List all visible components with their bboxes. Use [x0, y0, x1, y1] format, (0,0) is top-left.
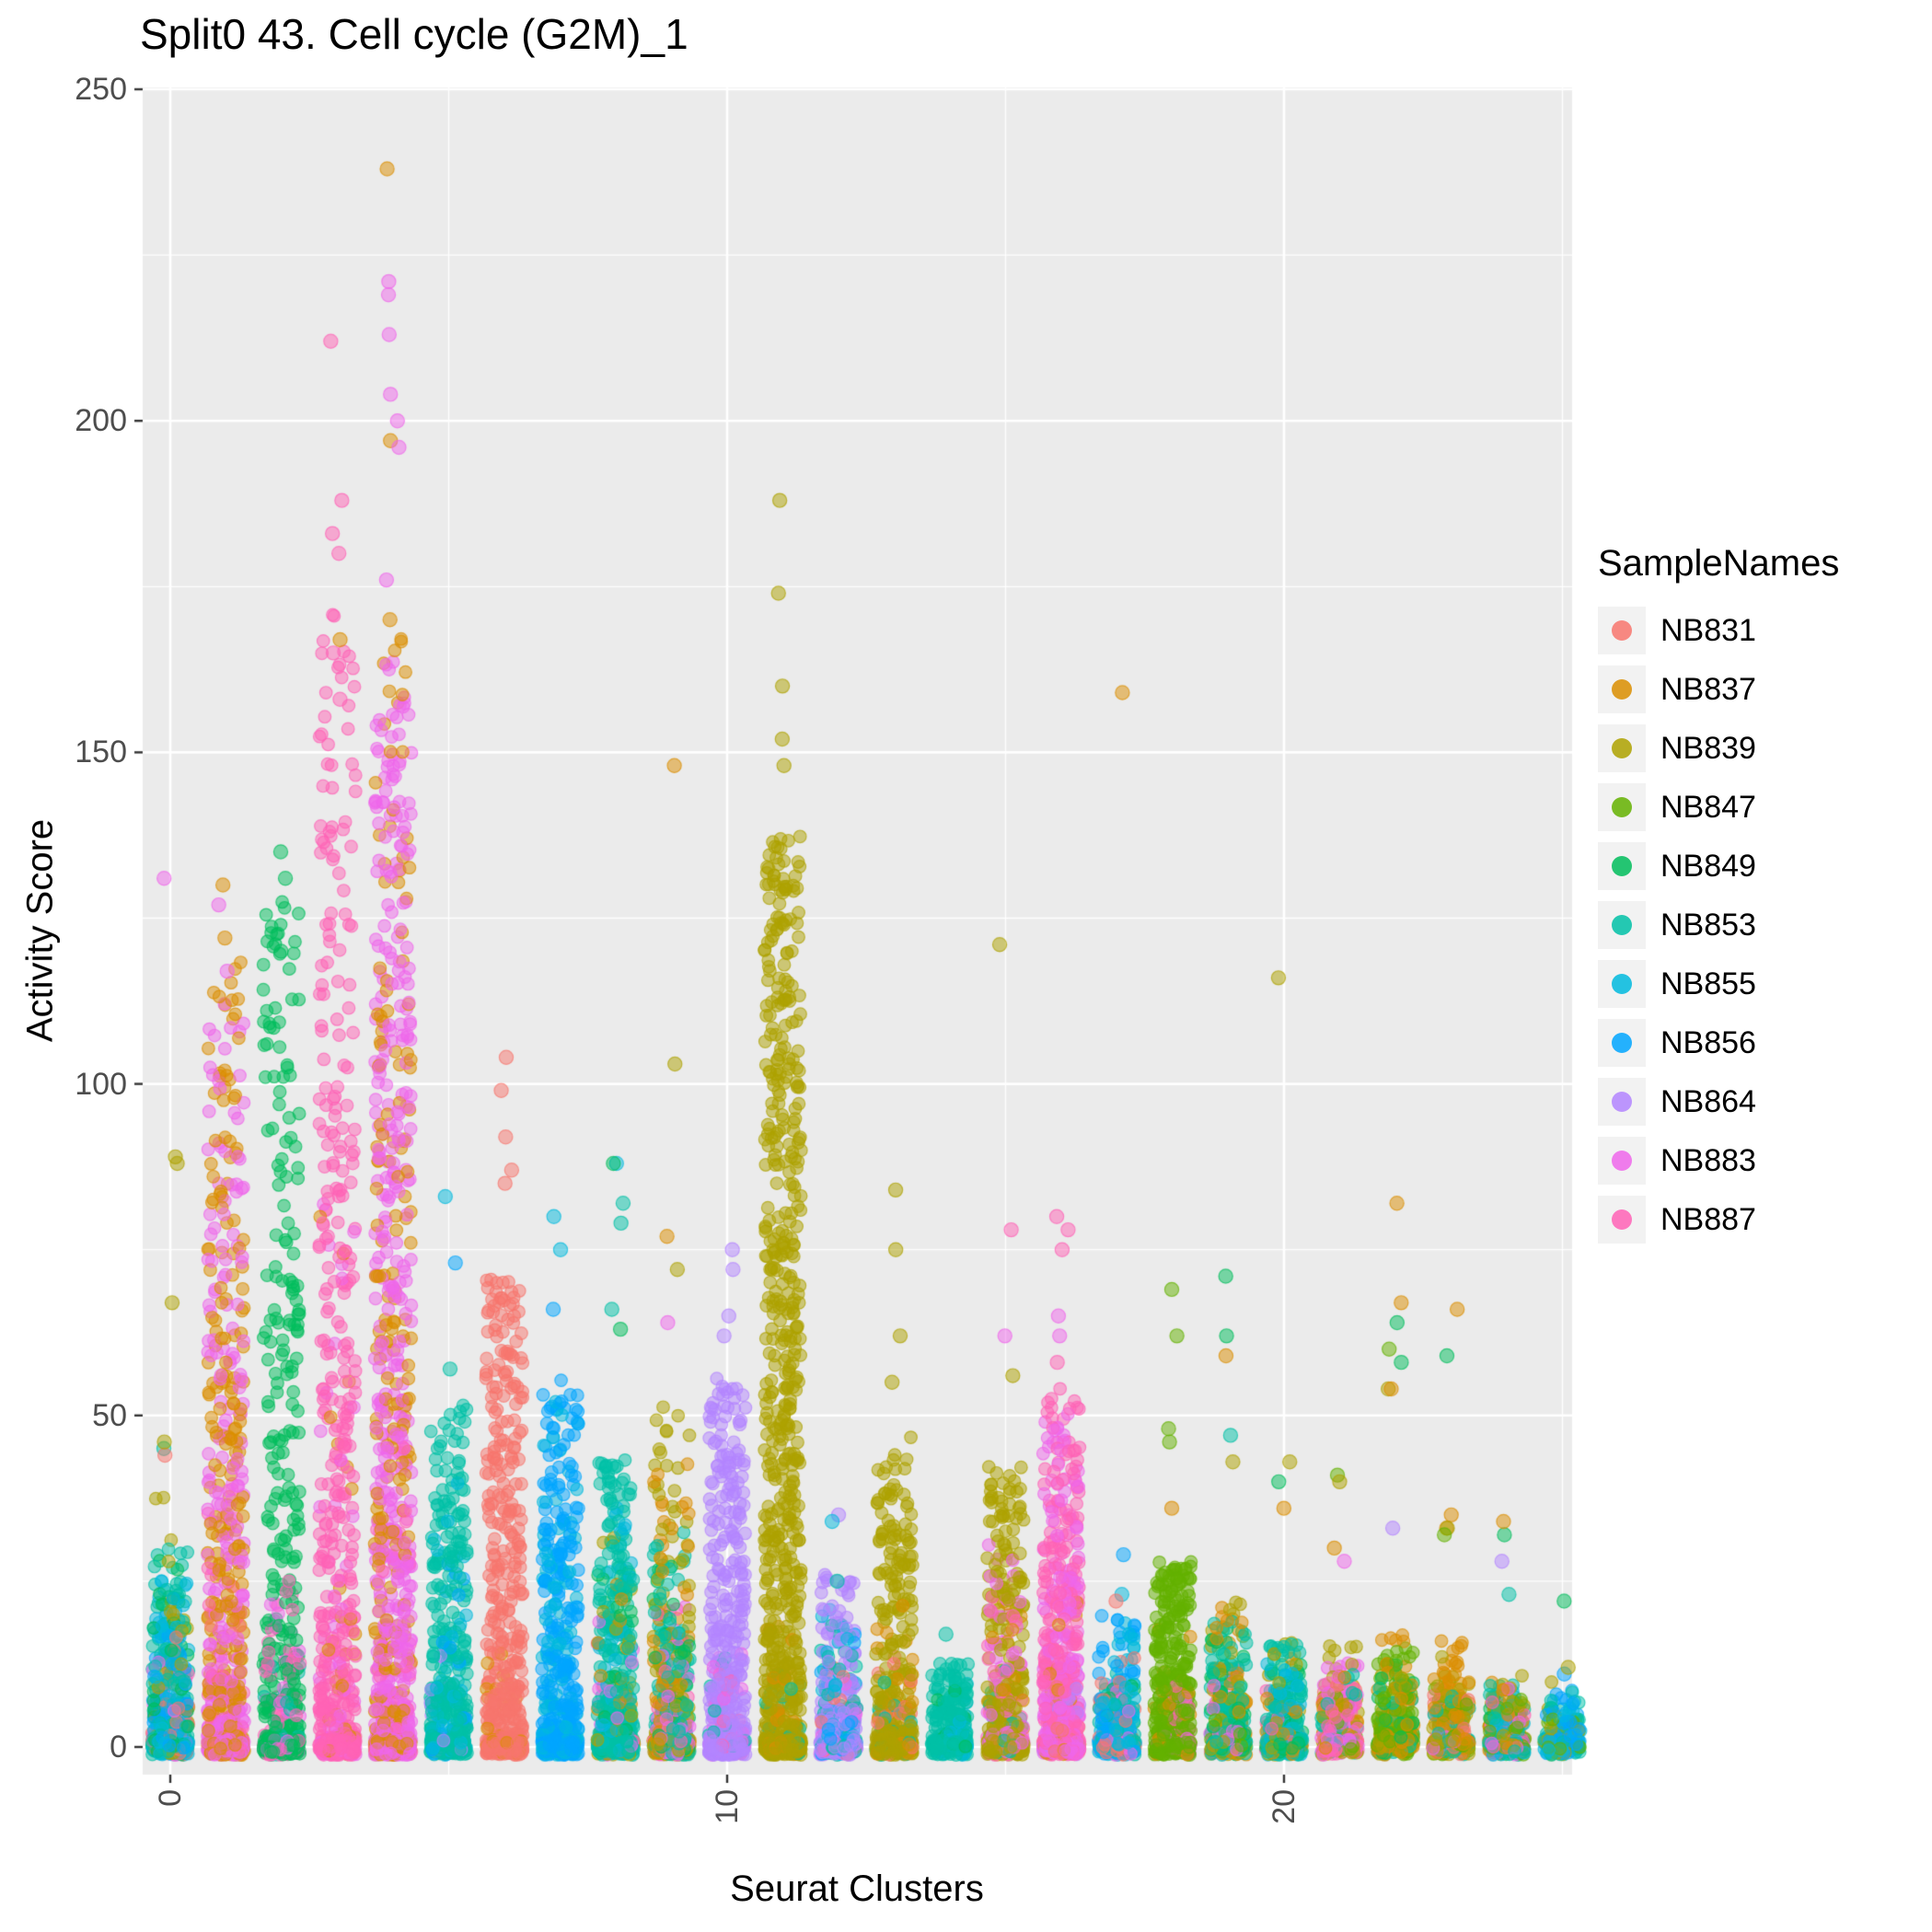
y-tick-label: 100 — [75, 1066, 127, 1102]
legend-point-icon — [1612, 797, 1632, 817]
legend-item: NB855 — [1598, 960, 1839, 1008]
legend-label: NB855 — [1660, 966, 1756, 1001]
legend-label: NB887 — [1660, 1201, 1756, 1237]
legend-item: NB849 — [1598, 842, 1839, 890]
legend-item: NB864 — [1598, 1078, 1839, 1126]
legend-label: NB831 — [1660, 612, 1756, 648]
legend-key — [1598, 724, 1646, 772]
x-axis-title: Seurat Clusters — [730, 1868, 984, 1909]
legend-key — [1598, 960, 1646, 1008]
y-tick-label: 200 — [75, 403, 127, 439]
legend-item: NB883 — [1598, 1137, 1839, 1185]
legend-key — [1598, 665, 1646, 713]
legend-key — [1598, 901, 1646, 949]
y-tick-label: 250 — [75, 72, 127, 107]
legend-point-icon — [1612, 679, 1632, 700]
legend-label: NB856 — [1660, 1024, 1756, 1060]
legend-point-icon — [1612, 1209, 1632, 1230]
legend-item: NB856 — [1598, 1019, 1839, 1067]
legend-item: NB837 — [1598, 665, 1839, 713]
legend-item: NB853 — [1598, 901, 1839, 949]
chart-title: Split0 43. Cell cycle (G2M)_1 — [140, 10, 688, 58]
legend-label: NB853 — [1660, 907, 1756, 943]
legend-label: NB849 — [1660, 848, 1756, 884]
legend-key — [1598, 783, 1646, 831]
y-tick-label: 50 — [92, 1397, 127, 1433]
legend-key — [1598, 607, 1646, 654]
legend-point-icon — [1612, 620, 1632, 641]
legend-label: NB883 — [1660, 1142, 1756, 1178]
legend-item: NB831 — [1598, 607, 1839, 654]
legend-point-icon — [1612, 738, 1632, 758]
legend-point-icon — [1612, 1092, 1632, 1112]
legend-item: NB887 — [1598, 1196, 1839, 1244]
legend-point-icon — [1612, 974, 1632, 994]
legend-key — [1598, 1078, 1646, 1126]
legend-label: NB847 — [1660, 789, 1756, 825]
y-tick-label: 150 — [75, 735, 127, 770]
legend-point-icon — [1612, 915, 1632, 935]
legend-point-icon — [1612, 1033, 1632, 1053]
legend-key — [1598, 1196, 1646, 1244]
legend-key — [1598, 842, 1646, 890]
legend-key — [1598, 1137, 1646, 1185]
legend-item: NB847 — [1598, 783, 1839, 831]
x-tick-label: 0 — [153, 1789, 188, 1807]
legend-label: NB839 — [1660, 730, 1756, 766]
legend-label: NB864 — [1660, 1083, 1756, 1119]
legend: SampleNames NB831 NB837 NB839 NB847 NB849 NB8… — [1598, 543, 1839, 1255]
legend-title: SampleNames — [1598, 543, 1840, 584]
legend-items: NB831 NB837 NB839 NB847 NB849 NB853 NB855 NB856… — [1598, 607, 1839, 1244]
legend-label: NB837 — [1660, 671, 1756, 707]
x-tick-label: 10 — [710, 1789, 745, 1824]
legend-key — [1598, 1019, 1646, 1067]
y-axis-title: Activity Score — [19, 818, 61, 1043]
legend-item: NB839 — [1598, 724, 1839, 772]
legend-point-icon — [1612, 1151, 1632, 1171]
legend-point-icon — [1612, 856, 1632, 876]
x-tick-label: 20 — [1267, 1789, 1301, 1824]
y-tick-label: 0 — [110, 1730, 127, 1764]
